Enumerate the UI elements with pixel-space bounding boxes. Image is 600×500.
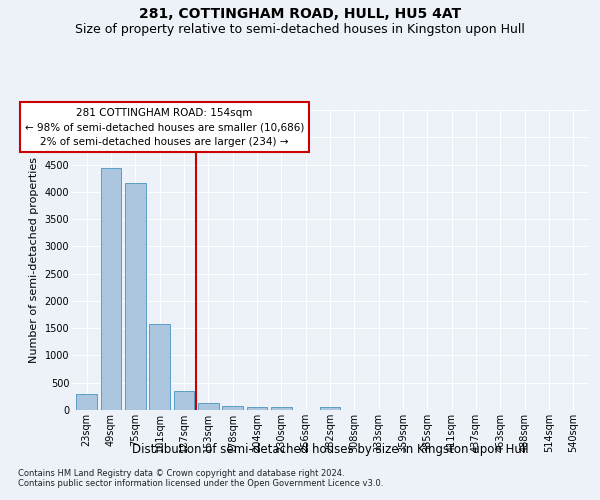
Bar: [101, 168, 121, 410]
Text: Distribution of semi-detached houses by size in Kingston upon Hull: Distribution of semi-detached houses by …: [131, 442, 529, 456]
Text: 281 COTTINGHAM ROAD: 154sqm
← 98% of semi-detached houses are smaller (10,686)
2: 281 COTTINGHAM ROAD: 154sqm ← 98% of sem…: [25, 108, 304, 148]
Bar: [198, 403, 218, 410]
Bar: [173, 392, 194, 410]
Text: Contains public sector information licensed under the Open Government Licence v3: Contains public sector information licen…: [18, 478, 383, 488]
Bar: [320, 407, 340, 410]
Text: Contains HM Land Registry data © Crown copyright and database right 2024.: Contains HM Land Registry data © Crown c…: [18, 468, 344, 477]
Bar: [149, 324, 170, 410]
Bar: [247, 407, 268, 410]
Y-axis label: Number of semi-detached properties: Number of semi-detached properties: [29, 157, 39, 363]
Bar: [271, 407, 292, 410]
Text: 281, COTTINGHAM ROAD, HULL, HU5 4AT: 281, COTTINGHAM ROAD, HULL, HU5 4AT: [139, 8, 461, 22]
Bar: [222, 406, 243, 410]
Text: Size of property relative to semi-detached houses in Kingston upon Hull: Size of property relative to semi-detach…: [75, 22, 525, 36]
Bar: [76, 394, 97, 410]
Bar: [125, 183, 146, 410]
